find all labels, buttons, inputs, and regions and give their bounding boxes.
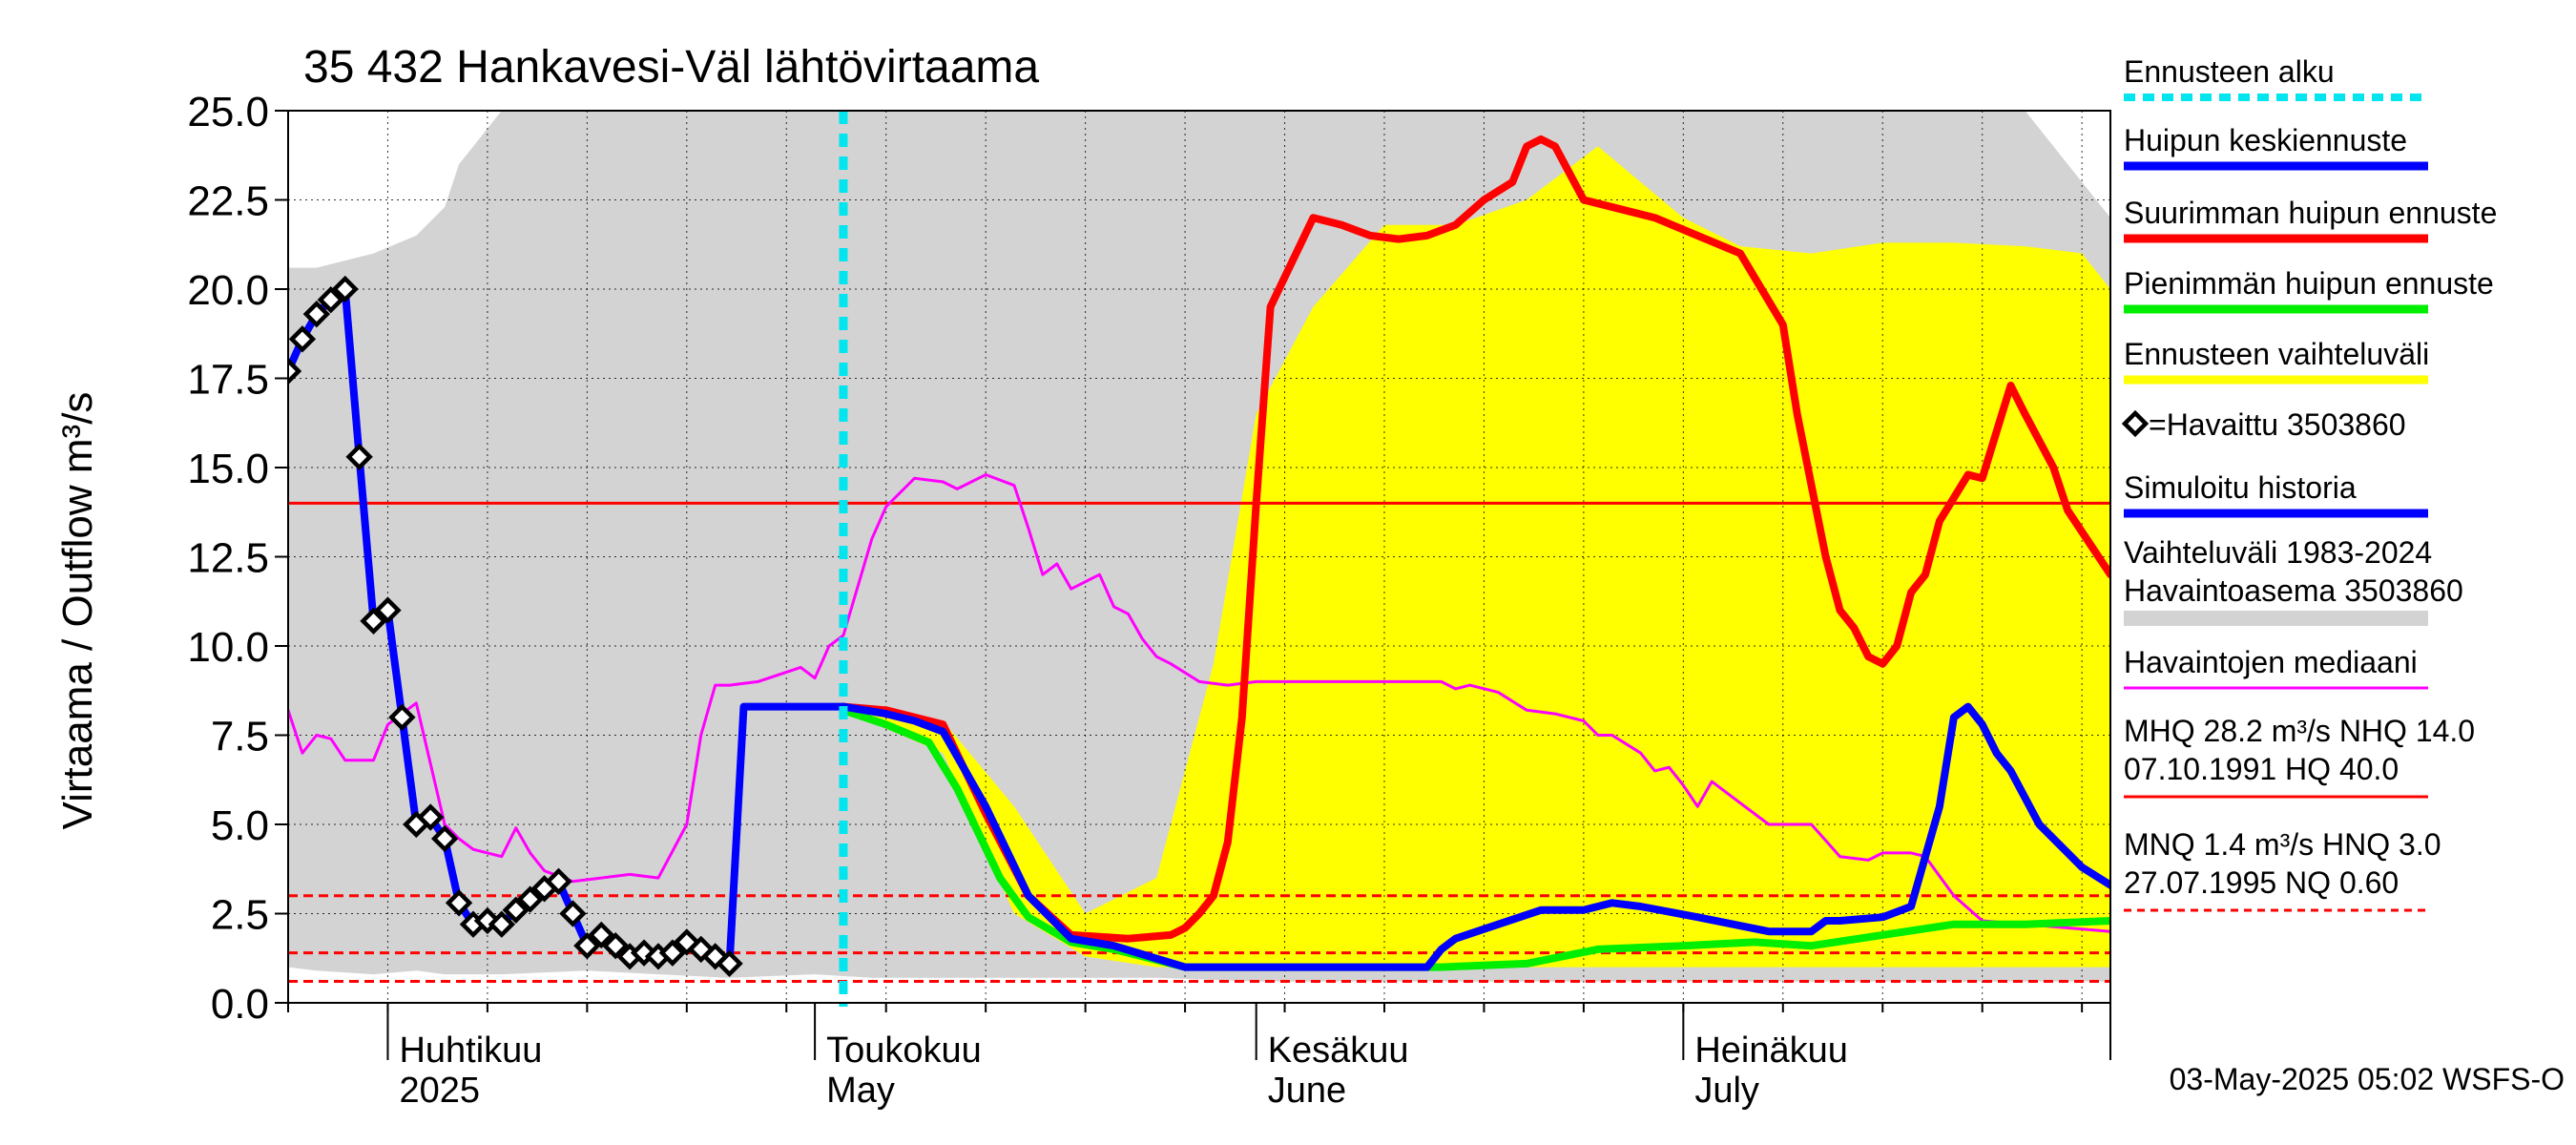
observed-point: [288, 325, 317, 353]
series-line-3: [840, 702, 2110, 971]
legend-label: Ennusteen vaihteluväli: [2124, 337, 2429, 371]
y-tick-label: 5.0: [211, 802, 269, 849]
y-tick-label: 17.5: [187, 357, 269, 404]
legend-label: =Havaittu 3503860: [2149, 407, 2406, 442]
y-tick-label: 0.0: [211, 981, 269, 1028]
observed-point: [502, 896, 530, 924]
legend-label: MHQ 28.2 m³/s NHQ 14.0: [2124, 714, 2475, 748]
month-label-en: July: [1694, 1071, 1759, 1111]
month-label-en: May: [826, 1071, 895, 1111]
month-label-fi: Toukokuu: [826, 1030, 982, 1071]
y-tick-label: 25.0: [187, 89, 269, 135]
legend-label: Simuloitu historia: [2124, 470, 2357, 505]
y-tick-label: 2.5: [211, 892, 269, 939]
legend-label-2: 07.10.1991 HQ 40.0: [2124, 752, 2399, 786]
observed-point: [559, 900, 587, 927]
legend-label: Vaihteluväli 1983-2024: [2124, 535, 2432, 570]
observed-point: [345, 443, 373, 470]
legend-label: Huipun keskiennuste: [2124, 123, 2407, 157]
y-tick-label: 12.5: [187, 535, 269, 582]
plot-area: [288, 111, 2110, 1003]
month-label-fi: Heinäkuu: [1694, 1030, 1848, 1071]
series-line-2: [840, 706, 2110, 971]
legend-label: Ennusteen alku: [2124, 54, 2335, 89]
month-label-fi: Kesäkuu: [1268, 1030, 1409, 1071]
observed-point: [716, 949, 743, 978]
legend-label-2: 27.07.1995 NQ 0.60: [2124, 865, 2399, 900]
observed-point: [588, 921, 615, 949]
series-line-0: [288, 473, 2110, 933]
observed-point: [658, 939, 687, 967]
series-line-1: [840, 135, 2110, 943]
observed-point: [317, 286, 344, 314]
observed-point: [388, 703, 416, 731]
y-tick-label: 10.0: [187, 624, 269, 671]
observed-point: [573, 931, 601, 960]
legend-label: Pienimmän huipun ennuste: [2124, 266, 2494, 301]
month-label-en: 2025: [399, 1071, 480, 1111]
observed-point: [374, 596, 402, 624]
observed-point: [488, 910, 516, 938]
y-tick-label: 20.0: [187, 267, 269, 314]
observed-point: [516, 885, 544, 913]
legend-marker: [2121, 409, 2150, 438]
y-tick-label: 7.5: [211, 714, 269, 760]
forecast-range-band: [843, 146, 2110, 968]
legend-label-2: Havaintoasema 3503860: [2124, 573, 2463, 608]
legend-label: Havaintojen mediaani: [2124, 645, 2418, 679]
month-label-fi: Huhtikuu: [399, 1030, 542, 1071]
observed-point: [430, 824, 459, 853]
y-tick-label: 15.0: [187, 446, 269, 492]
observed-point: [545, 867, 572, 896]
footer-timestamp: 03-May-2025 05:02 WSFS-O: [2170, 1062, 2565, 1096]
y-axis-label: Virtaama / Outflow m³/s: [54, 392, 101, 830]
y-tick-label: 22.5: [187, 178, 269, 225]
month-label-en: June: [1268, 1071, 1346, 1111]
observed-point: [288, 357, 302, 385]
chart-title: 35 432 Hankavesi-Väl lähtövirtaama: [303, 42, 1039, 93]
observed-point: [360, 607, 387, 635]
observed-point: [302, 300, 331, 328]
legend-label: Suurimman huipun ennuste: [2124, 196, 2497, 230]
legend-label: MNQ 1.4 m³/s HNQ 3.0: [2124, 827, 2441, 862]
observed-point: [445, 889, 473, 917]
observed-point: [602, 931, 630, 960]
observed-point: [331, 275, 359, 303]
observed-point: [417, 803, 445, 831]
